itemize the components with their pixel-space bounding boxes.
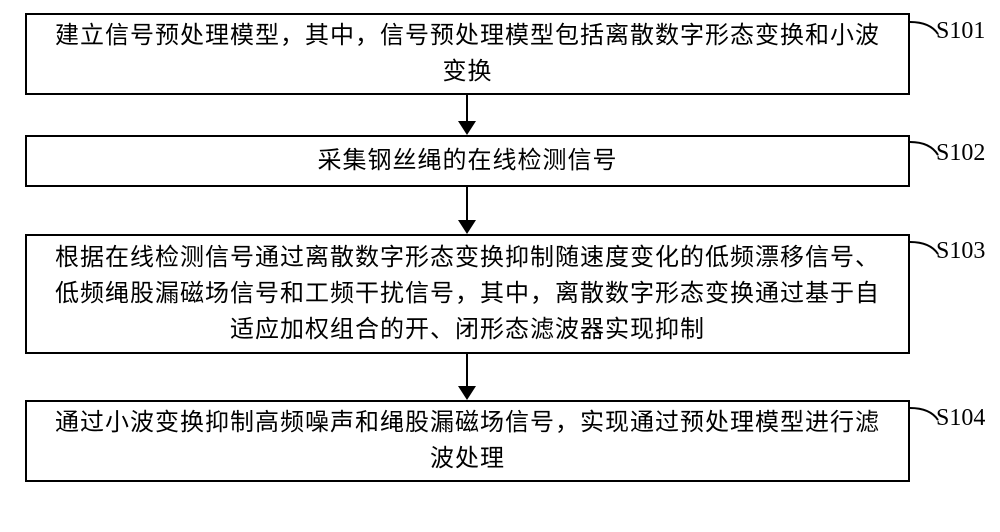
arrow-s103-s104 (458, 354, 476, 400)
step-box-s102: 采集钢丝绳的在线检测信号 (25, 135, 910, 187)
flowchart-canvas: 建立信号预处理模型，其中，信号预处理模型包括离散数字形态变换和小波变换 采集钢丝… (0, 0, 1000, 532)
step-label-s101: S101 (936, 18, 985, 45)
step-box-s103: 根据在线检测信号通过离散数字形态变换抑制随速度变化的低频漂移信号、低频绳股漏磁场… (25, 234, 910, 354)
leader-line-s101 (908, 20, 940, 36)
step-text: 通过小波变换抑制高频噪声和绳股漏磁场信号，实现通过预处理模型进行滤波处理 (47, 405, 888, 477)
step-text: 根据在线检测信号通过离散数字形态变换抑制随速度变化的低频漂移信号、低频绳股漏磁场… (47, 240, 888, 348)
step-label-s102: S102 (936, 140, 985, 167)
step-box-s101: 建立信号预处理模型，其中，信号预处理模型包括离散数字形态变换和小波变换 (25, 13, 910, 95)
leader-line-s103 (908, 240, 940, 256)
step-text: 采集钢丝绳的在线检测信号 (318, 143, 618, 179)
leader-line-s104 (908, 406, 940, 422)
arrow-s102-s103 (458, 187, 476, 234)
step-label-s103: S103 (936, 238, 985, 265)
step-box-s104: 通过小波变换抑制高频噪声和绳股漏磁场信号，实现通过预处理模型进行滤波处理 (25, 400, 910, 482)
arrow-s101-s102 (458, 95, 476, 135)
step-label-s104: S104 (936, 405, 985, 432)
leader-line-s102 (908, 140, 940, 157)
step-text: 建立信号预处理模型，其中，信号预处理模型包括离散数字形态变换和小波变换 (47, 18, 888, 90)
